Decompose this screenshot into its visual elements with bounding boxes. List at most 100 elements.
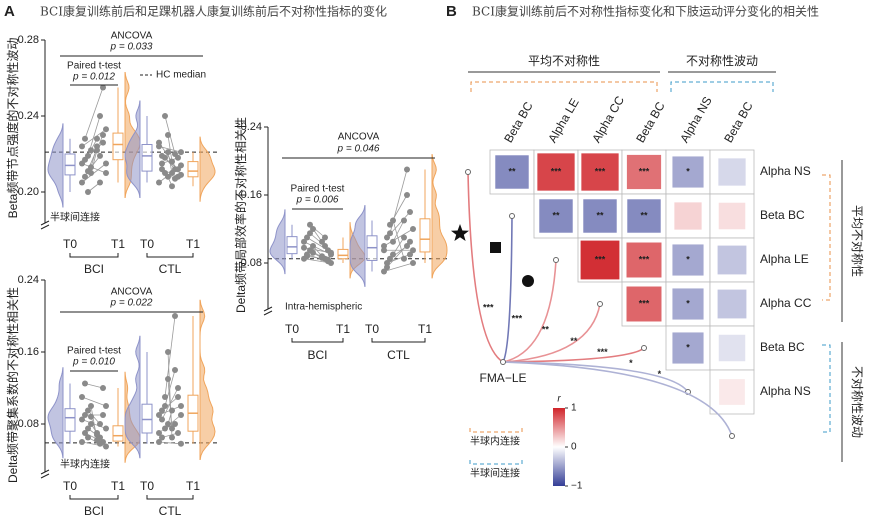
data-point [82,135,88,142]
data-point [156,179,162,186]
data-point [169,434,175,441]
paired-line [87,410,101,425]
colorbar-label: r [557,394,561,405]
significance-label: *** [595,166,606,176]
data-point [172,421,178,427]
paired-line [81,128,107,147]
heatmap-cell [672,244,704,276]
group-bracket [146,495,194,500]
annotation: p = 0.033 [110,42,153,53]
annotation: p = 0.022 [110,298,153,309]
fma-node [500,359,506,365]
data-point [384,234,390,241]
heatmap-cell [674,202,702,230]
group-label: CTL [159,504,182,518]
significance-label: * [686,298,690,308]
significance-label: *** [597,347,608,357]
annotation: p = 0.006 [296,195,339,206]
data-point [159,407,165,414]
heatmap-cell [626,242,662,278]
heatmap-cell [718,158,746,186]
group-label: 不对称性波动 [686,54,758,68]
data-point [97,421,103,427]
panel-title: BCI康复训练前后不对称性指标变化和下肢运动评分变化的相关性 [472,4,819,19]
violin [269,209,286,275]
data-point [159,152,165,159]
significance-label: ** [552,210,560,220]
data-point [390,251,396,258]
data-point [322,243,328,249]
significance-label: ** [542,325,550,335]
data-point [94,147,100,154]
data-point [387,221,393,228]
heatmap-cell [672,288,704,320]
data-point [178,149,184,156]
data-point [175,394,181,400]
significance-label: * [658,369,662,379]
data-point [401,255,407,262]
reference-legend-label: HC median [156,70,206,81]
data-point [307,221,313,228]
group-bracket [69,495,119,500]
data-point [387,230,393,237]
heatmap-cell [626,286,662,322]
data-point [162,113,168,119]
x-tick-label: T0 [140,237,154,251]
significance-label: * [686,166,690,176]
axis-break [40,469,50,479]
data-point [100,84,106,91]
data-point [169,407,175,414]
colorbar-tick-label: 1 [571,403,577,414]
annotation: p = 0.010 [72,357,115,368]
colorbar-tick-label: −1 [571,481,583,492]
star-marker [451,224,469,241]
group-label: CTL [387,348,410,362]
row-label: Alpha NS [760,164,811,178]
violin [199,299,216,461]
y-axis-label: Delta频带聚集系数的不对称性相关性 [5,287,20,483]
column-label: Alpha LE [545,96,581,145]
x-tick-label: T1 [111,237,125,251]
data-point [175,166,181,173]
correlation-curve [502,361,733,437]
data-point [169,158,175,165]
paired-line [392,220,405,242]
curve-end [729,433,735,439]
data-point [401,217,407,224]
heatmap-cell [627,199,661,233]
paired-line [84,87,104,139]
row-label: Beta BC [760,340,805,354]
data-point [88,421,94,427]
data-point [159,434,165,441]
data-point [97,179,103,186]
data-point [88,147,94,154]
data-point [307,230,313,237]
data-point [172,313,178,319]
data-point [319,238,325,245]
data-point [401,234,407,241]
data-point [384,260,390,266]
x-tick-label: T1 [418,322,432,336]
data-point [103,160,109,167]
data-point [159,416,165,423]
heatmap-cell [537,153,575,191]
significance-label: * [686,342,690,352]
violin [47,123,64,208]
data-point [103,443,109,450]
paired-line [167,378,173,429]
heatmap-cell [580,240,620,280]
significance-label: * [686,254,690,264]
box [112,132,124,161]
box [112,425,124,442]
data-point [381,247,387,254]
colorbar [553,408,565,486]
data-point [390,217,396,224]
annotation: p = 0.012 [72,72,115,83]
group-bracket [371,338,426,343]
data-point [407,251,413,258]
y-axis-label: Delta频带局部效率的不对称性相关性 [233,117,248,313]
heatmap-cell [626,154,662,190]
violin [199,136,216,202]
data-point [319,254,325,261]
data-point [82,380,88,387]
